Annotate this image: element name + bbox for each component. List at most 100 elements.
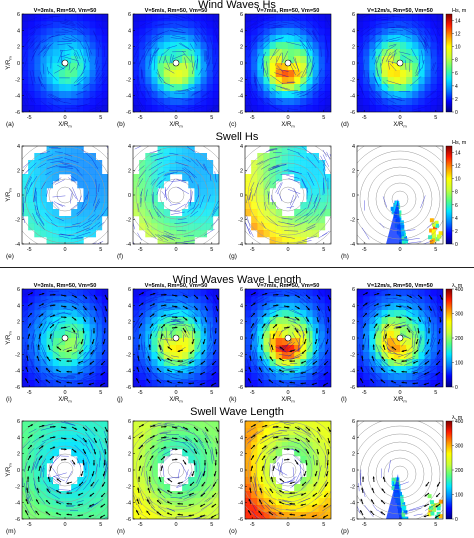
wave-vector [424,37,430,49]
field-cell [176,105,183,112]
field-cell [163,105,171,112]
wave-vector [263,201,267,211]
wave-vector [202,163,207,171]
field-cell [169,310,177,318]
direction-arrowhead [362,333,366,336]
direction-arrowhead [376,303,379,306]
field-cell [318,202,326,210]
wave-vector [47,102,62,109]
wave-vector [374,76,379,86]
field-cell [139,14,146,22]
field-cell [312,296,320,304]
field-cell [101,338,108,346]
field-cell [176,331,183,339]
wave-vector [36,212,45,225]
field-cell [83,21,90,29]
wave-vector [360,364,364,373]
field-cell [46,491,54,499]
wave-vector [175,161,189,167]
field-cell [176,160,183,168]
field-cell [22,49,29,57]
field-cell [139,512,146,519]
wave-vector [59,166,74,169]
field-cell [412,98,419,106]
field-cell [151,470,158,478]
field-cell [83,352,90,360]
field-cell [89,428,97,436]
wave-vector [79,345,88,356]
field-cell [40,195,47,203]
direction-arrowhead [248,366,251,370]
wave-vector [290,376,306,379]
field-cell [418,366,425,374]
field-cell [169,237,177,244]
field-cell [399,220,404,225]
direction-arrowhead [66,381,69,384]
wave-vector [101,64,105,72]
field-cell [133,331,140,339]
y-tick-label: -6 [15,517,20,523]
field-cell [95,296,103,304]
plot-area [357,14,443,112]
direction-arrowhead [324,362,327,365]
field-cell [83,167,90,175]
wave-vector [393,383,404,387]
direction-arrowhead [51,324,55,327]
field-cell [169,160,177,168]
field-cell [169,442,177,450]
field-cell [58,42,66,50]
field-cell [251,202,258,210]
wave-vector [174,222,188,224]
field-cell [387,91,395,99]
field-cell [406,42,413,50]
wave-vector [189,43,196,53]
direction-arrowhead [272,333,275,336]
direction-arrowhead [101,362,104,365]
field-cell [263,63,270,71]
field-cell [22,209,29,217]
field-cell [324,345,331,353]
field-cell [163,14,171,22]
wave-vector [258,158,270,165]
direction-arrowhead [269,368,272,371]
field-cell [145,456,152,464]
wave-vector [374,22,383,26]
field-cell [424,56,432,64]
wave-vector [25,357,29,368]
field-cell [369,352,376,360]
field-cell [89,167,97,175]
field-cell [251,91,258,99]
field-cell [200,456,208,464]
wave-vector [214,171,217,183]
wave-vector [72,187,79,201]
wave-vector [176,17,184,21]
field-cell [200,49,208,57]
field-cell [52,442,60,450]
wave-vector [35,441,46,450]
y-axis-label: Y/Rm [6,56,13,70]
field-cell [200,174,208,182]
y-tick-label: 4 [352,144,355,150]
field-cell [163,84,171,92]
wave-vector [94,72,101,82]
direction-arrowhead [386,324,390,327]
wave-vector [62,346,72,351]
field-cell [95,303,103,311]
field-cell [182,359,189,367]
x-tick-label: -5 [138,115,143,121]
direction-arrowhead [35,378,38,381]
field-cell [133,21,140,29]
wave-vector [83,58,86,71]
wave-vector [365,366,370,375]
field-cell [387,366,395,374]
field-cell [263,366,270,374]
wave-vector [246,215,251,228]
field-cell [275,21,283,29]
field-cell [40,303,47,311]
field-cell [206,174,214,182]
wave-vector [147,42,156,52]
wave-vector [301,43,309,56]
direction-arrowhead [250,333,254,336]
wave-vector [74,444,87,457]
field-cell [176,324,183,332]
